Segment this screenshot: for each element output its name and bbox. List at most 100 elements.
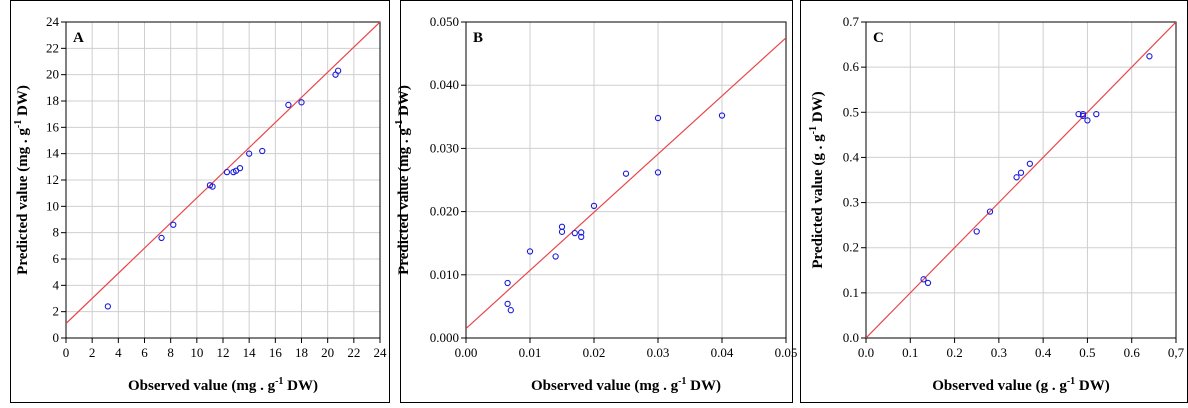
y-tick-label: 6 [53,251,60,266]
x-tick-label: 0.00 [455,345,478,360]
data-point [718,112,726,119]
y-tick-label: 0.1 [843,285,859,300]
data-point [578,229,585,236]
data-point [507,307,514,314]
x-tick-label: 16 [269,345,283,360]
x-tick-label: 0.6 [1124,345,1141,360]
data-point [590,202,598,210]
x-tick-label: 0.5 [1079,345,1095,360]
data-point [1146,53,1153,60]
data-point [1093,110,1100,118]
x-tick-label: 4 [115,345,122,360]
panel-frame [10,0,390,403]
data-point [558,228,566,235]
data-point [1079,110,1087,118]
y-tick-label: 18 [46,93,59,108]
x-tick-label: 12 [217,345,230,360]
reference-line [66,22,380,324]
x-tick-label: 0.05 [775,345,798,360]
y-tick-label: 22 [46,40,59,55]
y-tick-label: 0.050 [430,14,459,29]
x-tick-label: 2 [89,345,96,360]
x-tick-label: 24 [374,345,388,360]
y-axis-label: Predicted value (mg . g-1 DW) [394,85,412,275]
x-tick-label: 0.03 [647,345,670,360]
y-tick-label: 0.4 [843,149,860,164]
y-tick-label: 4 [53,277,60,292]
data-point [170,221,177,228]
data-point [920,276,927,283]
data-point [1017,169,1025,176]
data-point [1026,160,1034,167]
y-tick-label: 0.5 [843,104,859,119]
x-tick-label: 6 [141,345,148,360]
data-point [298,99,305,106]
panel-label: C [873,30,884,46]
data-point [504,300,511,308]
x-axis-label: Observed value (mg . g-1 DW) [128,376,318,394]
data-point [209,183,216,190]
y-tick-label: 14 [46,146,60,161]
data-point [571,229,578,237]
data-point [236,164,244,172]
data-point [558,223,566,230]
data-point [654,169,662,176]
y-tick-label: 16 [46,119,60,134]
y-tick-label: 20 [46,67,59,82]
data-point [334,67,342,74]
y-tick-label: 8 [53,225,60,240]
x-tick-label: 0 [63,345,70,360]
y-tick-label: 0.3 [843,195,859,210]
x-tick-label: 0,7 [1168,345,1185,360]
data-point [622,170,630,177]
y-axis-label: Predicted value (mg . g-1 DW) [13,85,31,275]
data-point [1084,117,1091,124]
y-tick-label: 0.6 [843,59,860,74]
panel-label: B [473,30,483,46]
x-axis-label: Observed value (mg . g-1 DW) [531,376,721,394]
data-point [104,303,112,310]
x-tick-label: 0.04 [711,345,734,360]
y-tick-label: 0.030 [430,140,459,155]
x-tick-label: 0.0 [858,345,874,360]
x-tick-label: 20 [321,345,334,360]
data-point [1013,174,1020,181]
x-tick-label: 0.3 [991,345,1007,360]
data-point [504,279,511,287]
data-point [223,168,231,176]
data-point [1079,112,1087,120]
y-tick-label: 24 [46,14,60,29]
panel-b: 0.00 0.01 0.02 0.03 0.04 0.05 0.000 0.010 0.020 0… [394,0,798,403]
x-tick-label: 0.2 [946,345,962,360]
data-point [924,279,932,287]
x-tick-label: 0.4 [1035,345,1052,360]
data-point [986,208,994,215]
panel-c: 0.0 0.1 0.2 0.3 0.4 0.5 0.6 0,7 0.0 0.1 0.2 0.3 0.4 0… [800,0,1188,403]
plot-area [465,21,787,339]
data-point [973,228,980,235]
y-tick-label: 10 [46,198,59,213]
y-tick-label: 0.7 [843,14,860,29]
y-tick-label: 2 [53,304,60,319]
x-tick-label: 22 [347,345,360,360]
y-tick-label: 0.040 [430,77,459,92]
x-tick-label: 0.1 [902,345,918,360]
data-point [285,101,292,109]
y-tick-label: 0 [53,330,60,345]
panel-a: 0 2 4 6 8 10 12 14 16 18 20 22 240246810121416182022… [10,0,390,403]
x-tick-label: 10 [190,345,203,360]
y-tick-label: 0.010 [430,267,459,282]
data-point [526,248,534,255]
panel-frame [400,0,793,403]
x-tick-label: 8 [167,345,174,360]
y-tick-label: 12 [46,172,59,187]
data-point [259,147,266,155]
data-point [578,233,585,241]
data-point [246,150,253,157]
x-tick-label: 14 [243,345,257,360]
x-tick-label: 0.01 [519,345,542,360]
reference-line [866,22,1176,338]
panel-label: A [73,30,84,46]
